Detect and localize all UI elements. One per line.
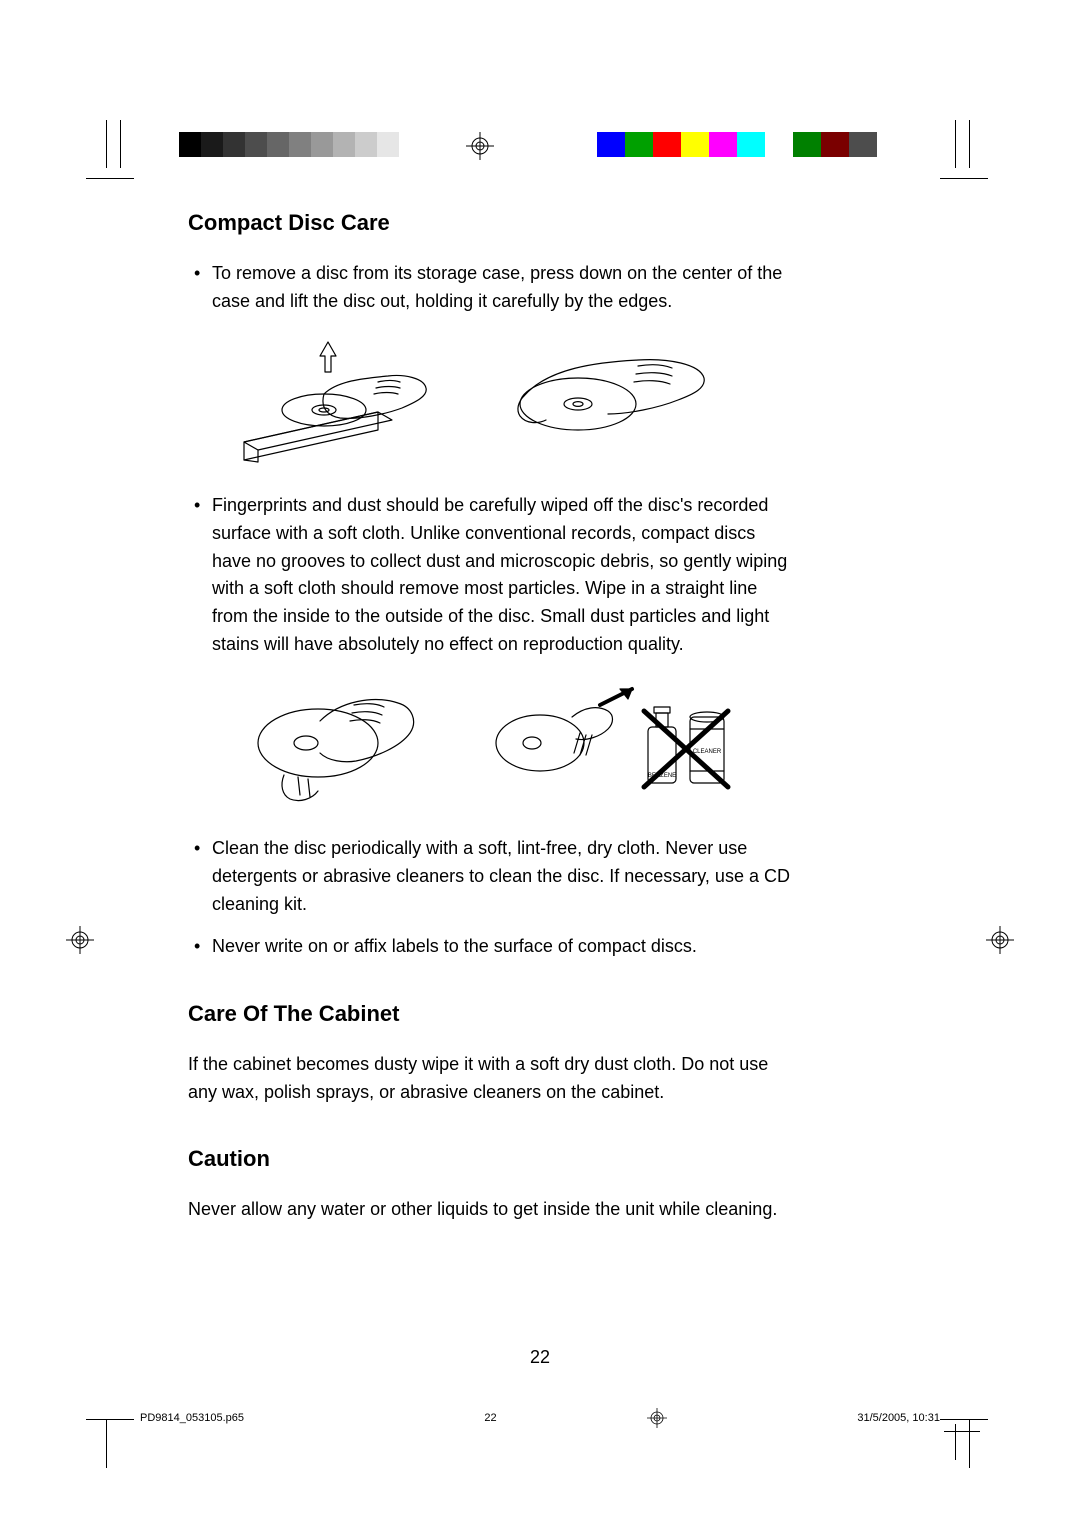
color-calibration-bar <box>179 132 880 157</box>
crop-mark <box>969 1420 970 1468</box>
illus-hold-disc <box>488 344 708 454</box>
illus-wipe-disc <box>228 677 428 807</box>
registration-mark-icon <box>66 926 94 954</box>
footer: PD9814_053105.p65 22 31/5/2005, 10:31 <box>140 1408 940 1428</box>
crop-mark <box>955 120 956 168</box>
heading-disc-care: Compact Disc Care <box>188 210 792 236</box>
illustration-row-1 <box>228 334 792 464</box>
colorbar-color-seg <box>597 132 625 157</box>
section-disc-care: Compact Disc Care To remove a disc from … <box>188 210 792 961</box>
page-number: 22 <box>0 1347 1080 1368</box>
colorbar-gray-seg <box>179 132 201 157</box>
colorbar-gray-seg <box>355 132 377 157</box>
colorbar-gray-seg <box>223 132 245 157</box>
crop-mark <box>86 1419 134 1420</box>
section-caution: Caution Never allow any water or other l… <box>188 1146 792 1224</box>
crop-mark <box>86 178 134 179</box>
colorbar-gray-seg <box>399 132 421 157</box>
crop-mark <box>944 1431 980 1432</box>
page-content: Compact Disc Care To remove a disc from … <box>188 210 792 1264</box>
para-caution: Never allow any water or other liquids t… <box>188 1196 792 1224</box>
colorbar-color-seg <box>821 132 849 157</box>
crop-mark <box>940 1419 988 1420</box>
colorbar-gray-seg <box>201 132 223 157</box>
label-benzene: BENZENE <box>648 773 676 779</box>
colorbar-color-seg <box>681 132 709 157</box>
colorbar-gray-seg <box>245 132 267 157</box>
colorbar-color-seg <box>653 132 681 157</box>
bullet-remove-disc: To remove a disc from its storage case, … <box>188 260 792 316</box>
colorbar-color-seg <box>625 132 653 157</box>
colorbar-gray-seg <box>311 132 333 157</box>
colorbar-gray-seg <box>289 132 311 157</box>
registration-mark-icon <box>647 1408 667 1428</box>
colorbar-gray-seg <box>377 132 399 157</box>
crop-mark <box>106 1420 107 1468</box>
crop-mark <box>940 178 988 179</box>
footer-page: 22 <box>484 1412 496 1424</box>
illus-remove-disc <box>228 334 428 464</box>
bullet-fingerprints: Fingerprints and dust should be carefull… <box>188 492 792 659</box>
colorbar-color-seg <box>737 132 765 157</box>
label-cleaner: CLEANER <box>693 749 722 755</box>
crop-mark <box>955 1424 956 1460</box>
colorbar-color-seg <box>793 132 821 157</box>
colorbar-gray-seg <box>267 132 289 157</box>
bullet-no-labels: Never write on or affix labels to the su… <box>188 933 792 961</box>
illustration-row-2: BENZENE CLEANER <box>228 677 792 807</box>
colorbar-gray-seg <box>333 132 355 157</box>
colorbar-color-seg <box>849 132 877 157</box>
registration-mark-icon <box>986 926 1014 954</box>
heading-caution: Caution <box>188 1146 792 1172</box>
crop-mark <box>969 120 970 168</box>
illus-no-chemicals: BENZENE CLEANER <box>488 677 748 807</box>
colorbar-color-seg <box>765 132 793 157</box>
colorbar-color-seg <box>709 132 737 157</box>
crop-mark <box>120 120 121 168</box>
heading-cabinet: Care Of The Cabinet <box>188 1001 792 1027</box>
footer-file: PD9814_053105.p65 <box>140 1412 244 1424</box>
bullet-clean-periodically: Clean the disc periodically with a soft,… <box>188 835 792 919</box>
crop-mark <box>106 120 107 168</box>
section-cabinet: Care Of The Cabinet If the cabinet becom… <box>188 1001 792 1107</box>
para-cabinet: If the cabinet becomes dusty wipe it wit… <box>188 1051 792 1107</box>
footer-timestamp: 31/5/2005, 10:31 <box>857 1412 940 1424</box>
